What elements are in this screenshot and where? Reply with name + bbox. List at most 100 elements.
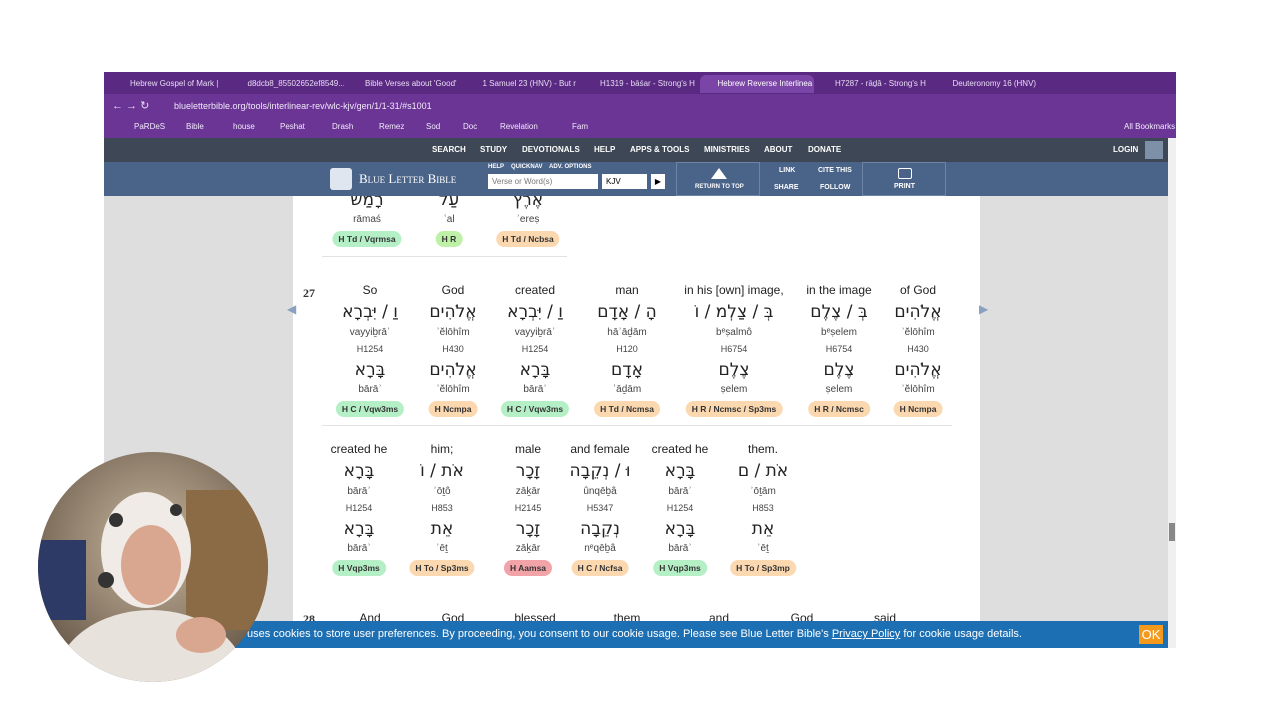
tab[interactable]: H1319 - bāśar - Strong's H: [600, 79, 695, 88]
word-strong[interactable]: H430: [907, 344, 929, 354]
return-top: RETURN TO TOP: [695, 184, 744, 190]
bookmark[interactable]: PaRDeS: [134, 122, 166, 131]
tab[interactable]: Hebrew Gospel of Mark |: [130, 79, 219, 88]
go-button[interactable]: ▶: [651, 174, 665, 189]
nav-item[interactable]: MINISTRIES: [704, 145, 750, 154]
bookmark[interactable]: Fam: [572, 122, 588, 131]
word-root-translit: ʾĕlōhîm: [901, 384, 935, 395]
word-root-translit: bārāʾ: [523, 384, 547, 395]
word-hebrew[interactable]: בָּרָא: [664, 461, 696, 481]
tab[interactable]: Hebrew Reverse Interlinea: [699, 75, 814, 93]
search-input[interactable]: Verse or Word(s): [488, 174, 598, 189]
word-root-translit: bārāʾ: [358, 384, 382, 395]
word-hebrew[interactable]: וַ / יִּבְרָא: [342, 302, 398, 322]
word-strong[interactable]: H6754: [720, 344, 748, 354]
word-parsing[interactable]: H C / Ncfsa: [571, 560, 629, 576]
bookmark[interactable]: Drash: [332, 122, 354, 131]
word-parsing[interactable]: H Aamsa: [503, 560, 553, 576]
nav-item[interactable]: DONATE: [808, 145, 842, 154]
word-parsing[interactable]: H To / Sp3mp: [730, 560, 796, 576]
word-strong[interactable]: H1254: [345, 503, 373, 513]
word-strong[interactable]: H853: [752, 503, 774, 513]
nav-item[interactable]: DEVOTIONALS: [522, 145, 580, 154]
print-box[interactable]: PRINT: [862, 162, 946, 196]
tab[interactable]: H7287 - rāḏâ - Strong's H: [835, 79, 926, 88]
settings[interactable]: [1145, 141, 1163, 159]
word-hebrew[interactable]: וַ / יִּבְרָא: [507, 302, 563, 322]
nav-item[interactable]: SEARCH: [432, 145, 466, 154]
scrollbar[interactable]: [1168, 138, 1176, 648]
word-hebrew[interactable]: בָּרָא: [343, 461, 375, 481]
word-strong[interactable]: H853: [431, 503, 453, 513]
return-top-box[interactable]: RETURN TO TOP: [676, 162, 760, 196]
next-arrow[interactable]: ▶: [979, 302, 989, 316]
tab[interactable]: 1 Samuel 23 (HNV) - But r: [482, 79, 576, 88]
word-strong[interactable]: H120: [616, 344, 638, 354]
bookmark[interactable]: house: [233, 122, 255, 131]
word-hebrew[interactable]: וּ / נְקֵבָה: [569, 461, 631, 481]
word-parsing[interactable]: H To / Sp3ms: [409, 560, 475, 576]
search-link[interactable]: QUICKNAV: [511, 164, 543, 170]
address-bar: ← → ↻ blueletterbible.org/tools/interlin…: [104, 94, 1176, 118]
share[interactable]: SHARE: [774, 184, 799, 191]
search-link[interactable]: HELP: [488, 164, 505, 170]
bookmark[interactable]: Doc: [463, 122, 478, 131]
scroll-thumb[interactable]: [1169, 523, 1175, 541]
word-strong[interactable]: H1254: [356, 344, 384, 354]
bookmark[interactable]: Revelation: [500, 122, 538, 131]
word-hebrew[interactable]: זָכָר: [515, 461, 541, 481]
word-strong[interactable]: H5347: [586, 503, 614, 513]
prev-arrow[interactable]: ◀: [287, 302, 297, 316]
nav-item[interactable]: ABOUT: [764, 145, 793, 154]
privacy-link[interactable]: Privacy Policy: [831, 628, 901, 640]
nav-item[interactable]: STUDY: [480, 145, 508, 154]
word-root: בָּרָא: [343, 519, 375, 539]
all-bookmarks[interactable]: All Bookmarks: [1124, 122, 1176, 131]
word-parsing[interactable]: H Vqp3ms: [332, 560, 386, 576]
word-parsing[interactable]: H Td / Vqrmsa: [332, 231, 402, 247]
logo[interactable]: Blue Letter Bible: [359, 171, 457, 186]
word-parsing[interactable]: H C / Vqw3ms: [500, 401, 570, 417]
bookmark[interactable]: Sod: [426, 122, 441, 131]
word-hebrew[interactable]: אֹת / וֹ: [420, 461, 464, 481]
word-parsing[interactable]: H Td / Ncmsa: [594, 401, 660, 417]
word-hebrew[interactable]: אֹת / ם: [737, 461, 789, 481]
link[interactable]: LINK: [779, 167, 796, 174]
bookmark[interactable]: Bible: [186, 122, 204, 131]
tab[interactable]: Bible Verses about 'Good': [365, 79, 457, 88]
nav-item[interactable]: HELP: [594, 145, 616, 154]
login[interactable]: LOGIN: [1113, 145, 1139, 154]
word-parsing[interactable]: H Ncmpa: [428, 401, 478, 417]
ok-button[interactable]: OK: [1139, 625, 1163, 644]
word-parsing[interactable]: H Td / Ncbsa: [496, 231, 560, 247]
word-parsing[interactable]: H C / Vqw3ms: [335, 401, 405, 417]
nav-item[interactable]: APPS & TOOLS: [630, 145, 690, 154]
nav-buttons[interactable]: ← → ↻: [112, 100, 150, 112]
word-hebrew[interactable]: אֱלֹהִים: [894, 302, 942, 322]
cite[interactable]: CITE THIS: [818, 167, 852, 174]
word-parsing[interactable]: H R / Ncmsc / Sp3ms: [685, 401, 783, 417]
word-parsing[interactable]: H R / Ncmsc: [808, 401, 870, 417]
bookmark[interactable]: Remez: [379, 122, 405, 131]
word-hebrew[interactable]: בְּ / צֶלֶם: [810, 302, 868, 322]
word-hebrew[interactable]: בְּ / צַלְמ / וֹ: [694, 302, 774, 322]
search-link[interactable]: ADV. OPTIONS: [549, 164, 592, 170]
word-strong[interactable]: H1254: [521, 344, 549, 354]
tab[interactable]: d8dcb8_85502652ef8549...: [247, 79, 344, 88]
word-hebrew[interactable]: הָ / אָדָם: [597, 302, 657, 322]
url[interactable]: blueletterbible.org/tools/interlinear-re…: [174, 101, 432, 111]
bookmark[interactable]: Peshat: [280, 122, 305, 131]
word-parsing[interactable]: H R: [435, 231, 463, 247]
word-strong[interactable]: H1254: [666, 503, 694, 513]
word-parsing[interactable]: H Ncmpa: [893, 401, 943, 417]
word-strong[interactable]: H430: [442, 344, 464, 354]
follow[interactable]: FOLLOW: [820, 184, 851, 191]
word-hebrew[interactable]: אֱלֹהִים: [429, 302, 477, 322]
word-parsing[interactable]: H Vqp3ms: [653, 560, 707, 576]
version-select[interactable]: KJV: [602, 174, 647, 189]
word-root: נְקֵבָה: [580, 519, 620, 539]
word-strong[interactable]: H2145: [514, 503, 542, 513]
tab[interactable]: Deuteronomy 16 (HNV): [952, 79, 1037, 88]
word-strong[interactable]: H6754: [825, 344, 853, 354]
